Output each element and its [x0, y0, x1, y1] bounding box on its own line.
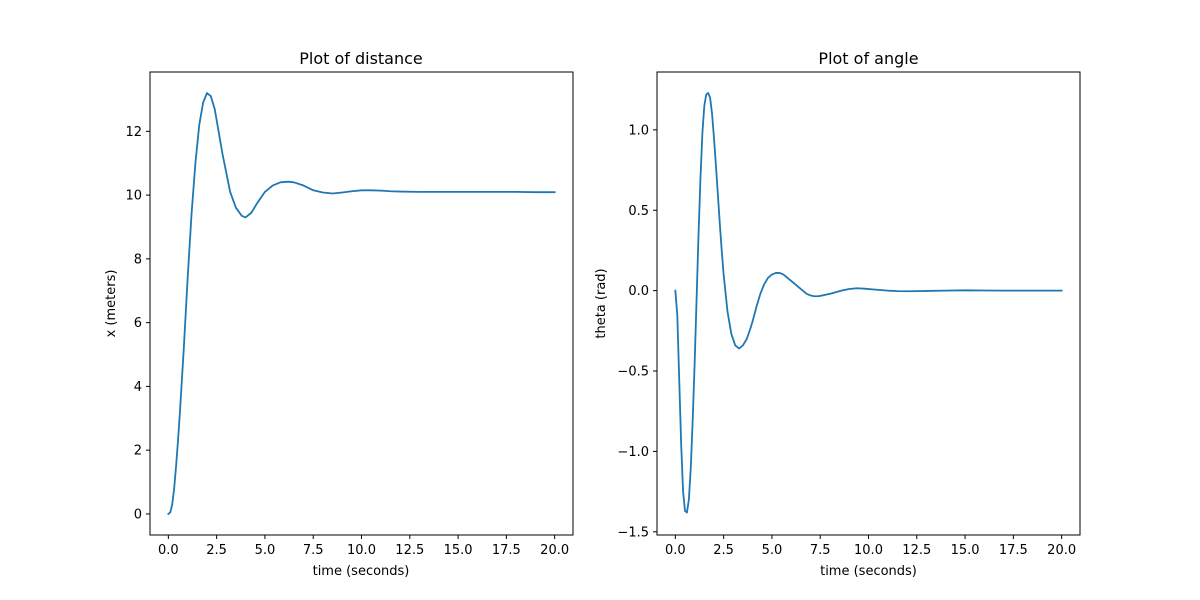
distance-chart-x-ticks: 0.0 2.5 5.0 7.5 10.0 12.5 15.0 17.5 20.0	[158, 535, 569, 558]
distance-y-tick-label: 10	[125, 189, 142, 204]
distance-y-tick-label: 4	[134, 380, 142, 395]
angle-chart-y-ticks: −1.5 −1.0 −0.5 0.0 0.5 1.0	[617, 123, 657, 540]
distance-x-tick-label: 0.0	[158, 543, 179, 558]
angle-y-tick-label: −1.5	[617, 525, 649, 540]
angle-x-tick-label: 0.0	[665, 543, 686, 558]
distance-chart-title: Plot of distance	[299, 49, 423, 68]
angle-x-tick-label: 15.0	[951, 543, 980, 558]
distance-y-tick-label: 0	[134, 507, 142, 522]
angle-y-tick-label: −1.0	[617, 445, 649, 460]
angle-x-tick-label: 20.0	[1047, 543, 1076, 558]
angle-y-tick-label: 0.0	[628, 284, 649, 299]
distance-y-tick-label: 2	[134, 444, 142, 459]
angle-x-tick-label: 10.0	[854, 543, 883, 558]
angle-x-tick-label: 5.0	[762, 543, 783, 558]
distance-x-tick-label: 20.0	[540, 543, 569, 558]
angle-x-tick-label: 2.5	[713, 543, 734, 558]
distance-x-tick-label: 17.5	[492, 543, 521, 558]
angle-x-tick-label: 17.5	[999, 543, 1028, 558]
angle-y-tick-label: −0.5	[617, 365, 649, 380]
distance-y-tick-label: 8	[134, 252, 142, 267]
angle-chart-title: Plot of angle	[818, 49, 918, 68]
distance-series-line	[167, 92, 556, 516]
angle-chart: Plot of angle 0.0 2.5 5.0 7.5 10.0 12.5 15.0 17…	[594, 49, 1081, 579]
angle-series-line	[674, 92, 1063, 514]
angle-chart-x-axis-label: time (seconds)	[820, 564, 917, 579]
distance-x-tick-label: 2.5	[206, 543, 227, 558]
distance-y-tick-label: 12	[125, 125, 142, 140]
distance-x-tick-label: 7.5	[303, 543, 324, 558]
distance-y-tick-label: 6	[134, 316, 142, 331]
distance-x-tick-label: 15.0	[444, 543, 473, 558]
distance-chart: Plot of distance 0.0 2.5 5.0 7.5 10.0 12.5 15.…	[104, 49, 574, 579]
distance-x-tick-label: 12.5	[395, 543, 424, 558]
distance-chart-y-ticks: 0 2 4 6 8 10 12	[125, 125, 150, 522]
angle-chart-x-ticks: 0.0 2.5 5.0 7.5 10.0 12.5 15.0 17.5 20.0	[665, 535, 1076, 558]
angle-y-tick-label: 1.0	[628, 123, 649, 138]
angle-y-tick-label: 0.5	[628, 204, 649, 219]
distance-x-tick-label: 5.0	[255, 543, 276, 558]
angle-x-tick-label: 7.5	[810, 543, 831, 558]
angle-chart-y-axis-label: theta (rad)	[594, 268, 609, 338]
distance-chart-x-axis-label: time (seconds)	[313, 564, 410, 579]
angle-x-tick-label: 12.5	[902, 543, 931, 558]
distance-chart-y-axis-label: x (meters)	[104, 270, 119, 338]
distance-x-tick-label: 10.0	[347, 543, 376, 558]
